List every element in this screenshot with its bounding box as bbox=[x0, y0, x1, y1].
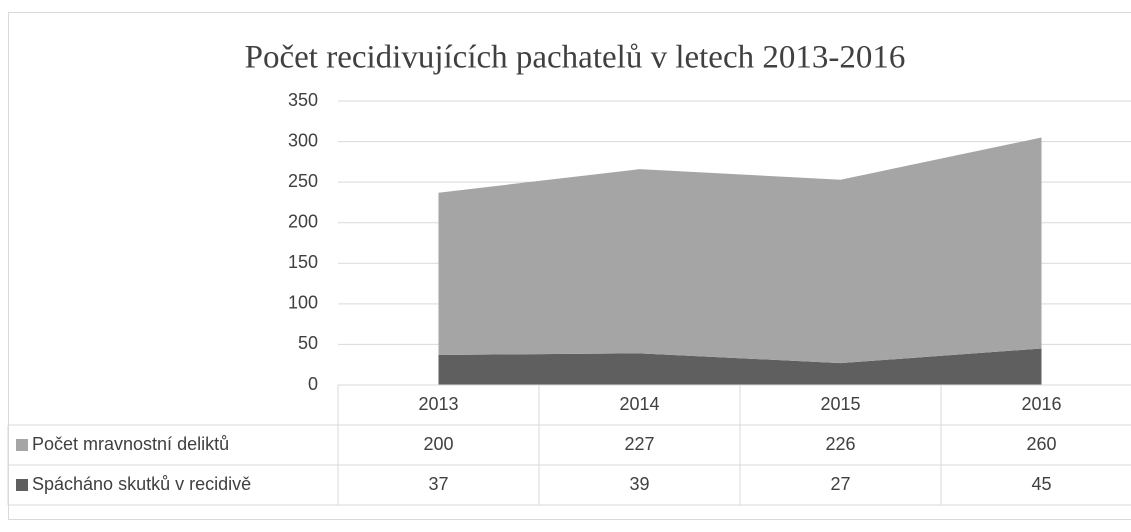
legend-swatch bbox=[16, 439, 28, 451]
x-tick-label: 2013 bbox=[418, 394, 458, 414]
y-tick-label: 150 bbox=[288, 252, 318, 272]
table-value: 260 bbox=[1026, 434, 1056, 454]
x-tick-label: 2014 bbox=[619, 394, 659, 414]
x-tick-label: 2015 bbox=[820, 394, 860, 414]
legend-swatch bbox=[16, 479, 28, 491]
y-tick-label: 350 bbox=[288, 90, 318, 110]
table-value: 226 bbox=[825, 434, 855, 454]
table-value: 27 bbox=[830, 474, 850, 494]
area bbox=[438, 137, 1042, 364]
table-value: 39 bbox=[629, 474, 649, 494]
table-value: 45 bbox=[1031, 474, 1051, 494]
legend-label: Počet mravnostní deliktů bbox=[32, 434, 229, 454]
y-tick-label: 100 bbox=[288, 293, 318, 313]
y-tick-label: 0 bbox=[308, 374, 318, 394]
y-tick-label: 300 bbox=[288, 130, 318, 150]
chart-title: Počet recidivujících pachatelů v letech … bbox=[245, 40, 906, 76]
legend-label: Spácháno skutků v recidivě bbox=[32, 474, 251, 494]
x-tick-label: 2016 bbox=[1021, 394, 1061, 414]
table-value: 37 bbox=[428, 474, 448, 494]
y-tick-label: 250 bbox=[288, 171, 318, 191]
table-value: 200 bbox=[423, 434, 453, 454]
y-tick-label: 50 bbox=[298, 333, 318, 353]
area bbox=[438, 348, 1042, 385]
table-value: 227 bbox=[624, 434, 654, 454]
y-tick-label: 200 bbox=[288, 211, 318, 231]
